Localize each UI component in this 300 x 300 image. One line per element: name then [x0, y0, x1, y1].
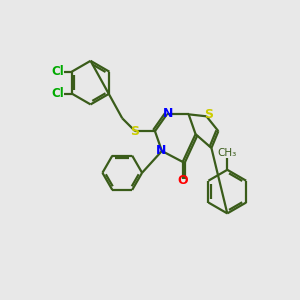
Text: CH₃: CH₃ — [218, 148, 237, 158]
Text: O: O — [177, 174, 188, 187]
Text: S: S — [204, 108, 213, 121]
Text: S: S — [130, 125, 139, 138]
Text: Cl: Cl — [51, 65, 64, 78]
Text: N: N — [163, 107, 173, 120]
Text: Cl: Cl — [51, 87, 64, 100]
Text: N: N — [156, 143, 166, 157]
